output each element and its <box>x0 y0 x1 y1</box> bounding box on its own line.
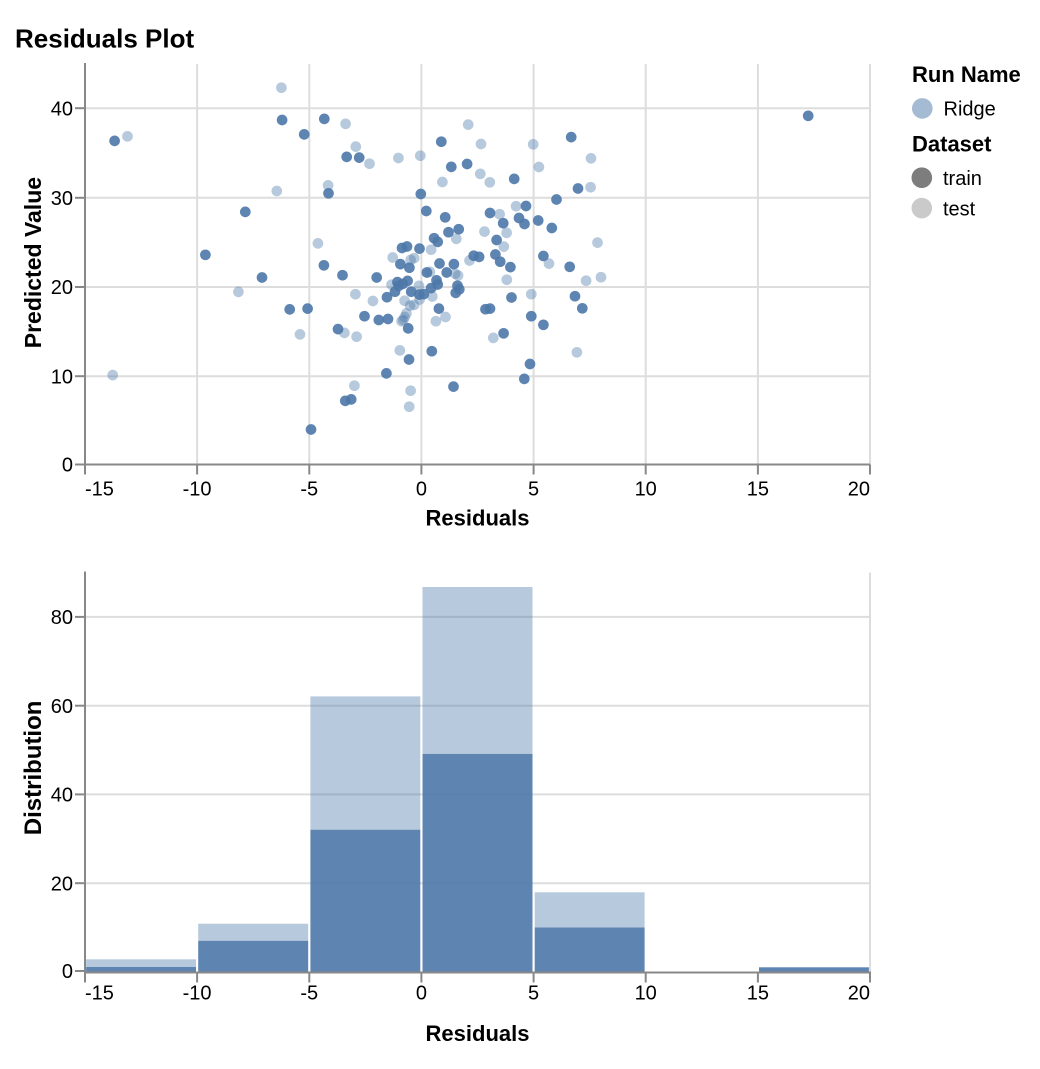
svg-text:0: 0 <box>62 455 73 477</box>
svg-text:Run Name: Run Name <box>912 62 1021 87</box>
svg-text:40: 40 <box>51 785 73 807</box>
svg-text:15: 15 <box>747 479 769 501</box>
svg-text:0: 0 <box>416 479 427 501</box>
svg-text:Distribution: Distribution <box>20 701 47 836</box>
svg-text:5: 5 <box>528 983 539 1005</box>
svg-text:30: 30 <box>51 188 73 210</box>
svg-text:20: 20 <box>51 873 73 895</box>
svg-text:15: 15 <box>747 983 769 1005</box>
svg-text:20: 20 <box>51 277 73 299</box>
svg-text:-5: -5 <box>300 479 318 501</box>
svg-text:0: 0 <box>416 983 427 1005</box>
svg-text:Residuals: Residuals <box>426 505 530 530</box>
svg-text:60: 60 <box>51 696 73 718</box>
svg-text:-15: -15 <box>85 479 114 501</box>
svg-text:10: 10 <box>635 479 657 501</box>
svg-text:20: 20 <box>848 983 870 1005</box>
svg-text:5: 5 <box>528 479 539 501</box>
svg-text:test: test <box>943 198 976 220</box>
svg-text:40: 40 <box>51 98 73 120</box>
svg-text:-15: -15 <box>85 983 114 1005</box>
svg-text:Ridge: Ridge <box>944 99 996 121</box>
svg-text:0: 0 <box>62 961 73 983</box>
svg-text:Residuals Plot: Residuals Plot <box>15 24 194 54</box>
svg-text:10: 10 <box>51 366 73 388</box>
svg-text:-5: -5 <box>300 983 318 1005</box>
svg-text:-10: -10 <box>183 983 212 1005</box>
svg-text:Residuals: Residuals <box>426 1021 530 1046</box>
svg-text:Predicted Value: Predicted Value <box>20 177 46 348</box>
svg-text:-10: -10 <box>183 479 212 501</box>
svg-text:Dataset: Dataset <box>912 132 992 157</box>
svg-text:80: 80 <box>51 607 73 629</box>
svg-text:10: 10 <box>635 983 657 1005</box>
svg-text:train: train <box>943 168 982 190</box>
svg-text:20: 20 <box>848 479 870 501</box>
